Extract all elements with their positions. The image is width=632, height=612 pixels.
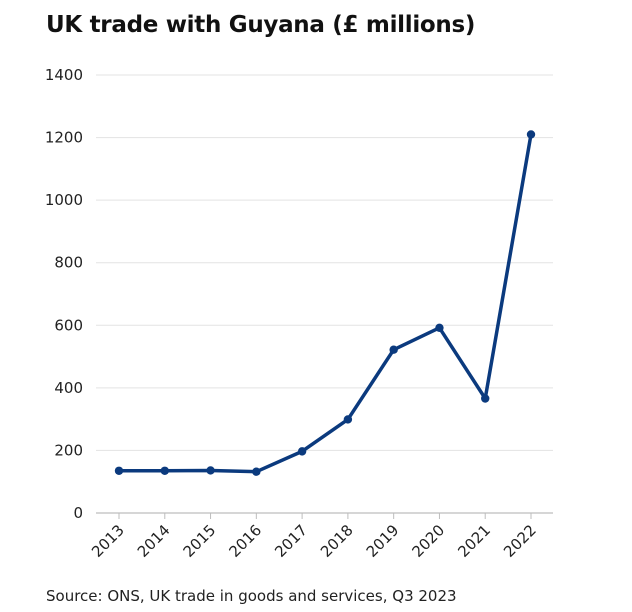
x-tick-label-2015: 2015 xyxy=(180,521,220,561)
data-point-2017 xyxy=(297,447,307,456)
x-tick-label-2014: 2014 xyxy=(134,521,174,561)
data-point-2016 xyxy=(252,467,261,476)
data-point-2014 xyxy=(160,466,169,475)
x-tick-label-2020: 2020 xyxy=(409,521,449,561)
x-tick-label-2016: 2016 xyxy=(225,521,265,561)
y-tick-label-1400: 1400 xyxy=(45,66,83,84)
gridlines xyxy=(96,74,553,451)
chart-title: UK trade with Guyana (£ millions) xyxy=(46,12,476,38)
x-tick-label-2019: 2019 xyxy=(363,521,403,561)
series-line-0 xyxy=(117,132,533,474)
source-note: Source: ONS, UK trade in goods and servi… xyxy=(46,587,457,605)
data-point-2018 xyxy=(343,415,353,424)
y-tick-label-1000: 1000 xyxy=(45,191,83,209)
y-tick-labels: 0 200 400 600 800 1000 1200 1400 xyxy=(45,66,83,522)
y-tick-label-800: 800 xyxy=(54,254,83,272)
x-tick-label-2017: 2017 xyxy=(271,521,311,561)
y-tick-label-400: 400 xyxy=(54,379,83,397)
y-tick-label-1200: 1200 xyxy=(45,129,83,147)
data-point-2015 xyxy=(206,466,215,475)
data-point-2022 xyxy=(526,130,536,139)
x-tick-label-2021: 2021 xyxy=(454,521,494,561)
x-tick-labels: 2013 2014 2015 2016 2017 2018 2019 2020 2021 2022 xyxy=(88,521,540,561)
y-tick-label-200: 200 xyxy=(54,441,83,459)
y-tick-label-600: 600 xyxy=(54,316,83,334)
y-tick-label-0: 0 xyxy=(73,504,83,522)
data-point-2013 xyxy=(114,466,124,475)
axes xyxy=(96,512,553,519)
x-tick-label-2022: 2022 xyxy=(500,521,540,561)
series-group xyxy=(114,130,536,476)
x-tick-label-2013: 2013 xyxy=(88,521,128,561)
data-point-2019 xyxy=(389,345,398,354)
data-point-2021 xyxy=(481,394,490,403)
data-point-2020 xyxy=(435,323,444,332)
x-tick-label-2018: 2018 xyxy=(317,521,357,561)
